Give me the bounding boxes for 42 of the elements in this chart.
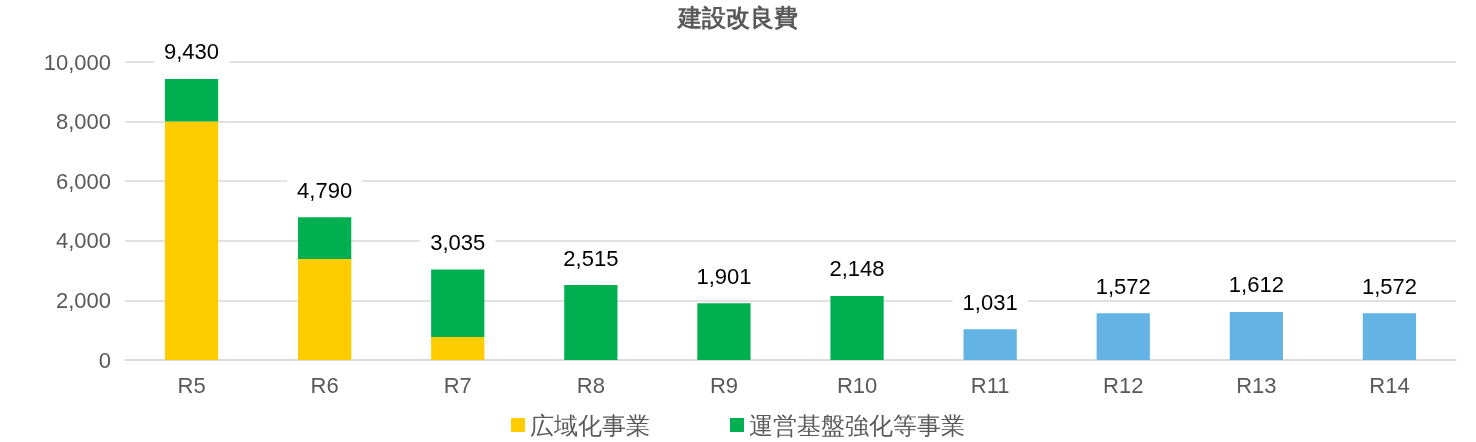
x-tick-label: R6 [310, 372, 339, 398]
total-label: 4,790 [297, 177, 353, 203]
y-tick-label: 0 [98, 347, 111, 373]
bar [1229, 311, 1283, 360]
total-label: 1,612 [1228, 272, 1284, 298]
total-label: 1,031 [962, 289, 1018, 315]
bar [431, 337, 485, 360]
legend-label: 広域化事業 [530, 411, 650, 439]
bar [164, 121, 219, 360]
total-label: 9,430 [164, 39, 220, 65]
y-tick-label: 2,000 [55, 287, 111, 313]
x-tick-label: R9 [709, 372, 739, 398]
bar [298, 258, 352, 360]
total-label: 3,035 [430, 230, 486, 256]
bar [431, 269, 485, 338]
x-tick-label: R12 [1103, 372, 1144, 398]
bar [697, 303, 751, 360]
y-tick-label: 6,000 [55, 168, 111, 194]
x-tick-label: R11 [970, 372, 1010, 398]
bar [164, 78, 219, 122]
chart-title: 建設改良費 [676, 3, 798, 31]
total-label: 1,572 [1095, 273, 1151, 299]
bar [830, 295, 884, 360]
bar [1096, 313, 1150, 360]
x-tick-label: R10 [836, 372, 878, 398]
x-tick-label: R14 [1369, 372, 1410, 398]
y-tick-label: 8,000 [55, 109, 111, 135]
total-label: 2,148 [829, 256, 885, 282]
legend-label: 運営基盤強化等事業 [749, 411, 965, 439]
bar [1362, 313, 1417, 360]
bar [298, 217, 352, 259]
bar [963, 329, 1017, 360]
y-tick-label: 10,000 [43, 49, 111, 75]
x-tick-label: R13 [1236, 372, 1277, 398]
total-label: 2,515 [563, 245, 619, 271]
y-tick-label: 4,000 [55, 228, 111, 254]
x-tick-label: R7 [443, 372, 472, 398]
total-label: 1,901 [696, 263, 752, 289]
bar [564, 285, 618, 360]
x-tick-label: R5 [177, 372, 206, 398]
total-label: 1,572 [1361, 273, 1417, 299]
x-tick-label: R8 [576, 372, 605, 398]
